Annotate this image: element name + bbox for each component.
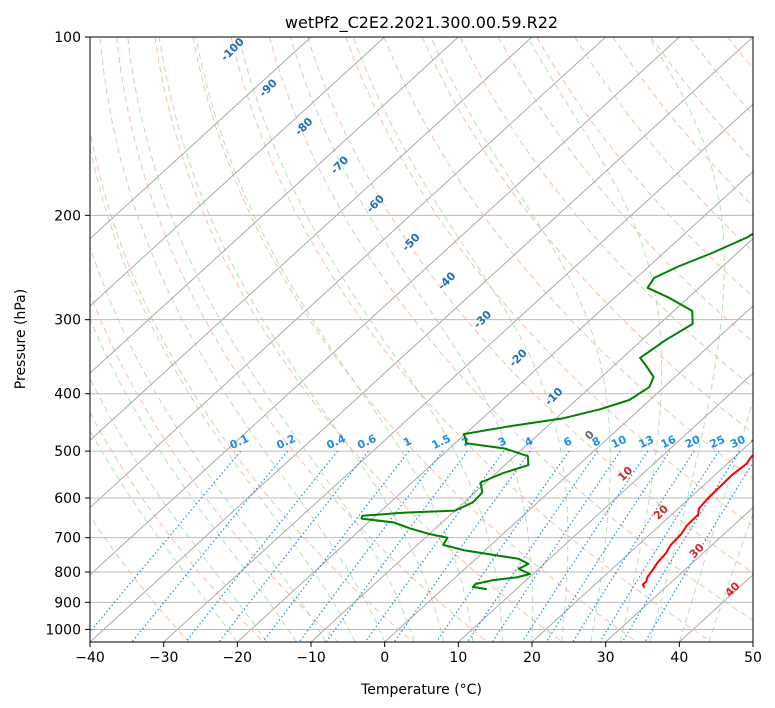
isotherm-line — [90, 37, 753, 642]
isotherm-line — [90, 37, 533, 442]
y-tick-label: 1000 — [45, 622, 81, 638]
mixing-ratio-label: 13 — [637, 433, 656, 451]
x-axis: −40 −30 −20 −10 0 10 20 30 40 50 — [75, 642, 762, 666]
mixing-ratio-line — [393, 450, 531, 642]
y-tick-label: 200 — [54, 208, 81, 224]
x-tick-label: 30 — [597, 650, 615, 666]
moist-adiabat-line — [289, 37, 534, 642]
moist-adiabat-line — [430, 37, 611, 642]
x-tick-label: 10 — [449, 650, 467, 666]
mixing-ratio-line — [599, 450, 720, 642]
moist-adiabat-line — [158, 37, 445, 642]
dry-adiabat-line — [116, 37, 488, 642]
mixing-ratio-line — [521, 450, 649, 642]
mixing-ratio-line — [621, 450, 740, 642]
isotherm-line — [90, 37, 312, 240]
mixing-ratio-label: 16 — [659, 433, 679, 451]
mixing-ratio-line — [466, 450, 599, 642]
y-tick-label: 300 — [54, 313, 81, 329]
mixing-ratio-line — [185, 450, 339, 642]
mixing-ratio-line — [131, 450, 289, 642]
dry-adiabat-line — [154, 37, 563, 642]
y-tick-label: 100 — [54, 30, 81, 46]
y-tick-label: 800 — [54, 565, 81, 581]
moist-adiabat-line — [127, 37, 415, 642]
moist-adiabat-line — [90, 144, 356, 642]
y-tick-label: 500 — [54, 444, 81, 460]
moist-adiabat-line — [90, 317, 297, 642]
dry-adiabat-line — [90, 411, 264, 642]
mixing-ratio-line — [218, 450, 369, 642]
isotherm-line — [163, 103, 753, 642]
y-tick-label: 400 — [54, 387, 81, 403]
moist-adiabat-line — [238, 37, 503, 642]
mixing-ratio-line — [435, 450, 570, 642]
moist-adiabat-line — [678, 398, 753, 642]
y-tick-label: 700 — [54, 531, 81, 547]
isotherm-line — [531, 439, 753, 642]
y-tick-label: 600 — [54, 491, 81, 507]
dry-adiabat-line — [459, 37, 753, 389]
data-series — [360, 232, 753, 591]
moist-adiabat-line — [195, 37, 474, 642]
isotherm-line — [90, 37, 607, 509]
moist-adiabat-line — [648, 37, 725, 642]
mixing-ratio-label: 25 — [708, 433, 727, 451]
chart-title: wetPf2_C2E2.2021.300.00.59.R22 — [285, 13, 558, 33]
isotherm-line — [457, 372, 753, 642]
x-tick-label: 50 — [744, 650, 762, 666]
dewpoint-line — [360, 232, 753, 591]
mixing-ratio-label: 20 — [683, 433, 703, 451]
isotherm-line — [236, 170, 753, 642]
moist-adiabat-line — [99, 37, 386, 642]
mixing-ratio-label: 36 — [749, 433, 769, 451]
dry-adiabat-line — [90, 292, 339, 642]
x-axis-label: Temperature (°C) — [360, 682, 482, 698]
y-tick-label: 900 — [54, 595, 81, 611]
x-tick-label: −30 — [149, 650, 179, 666]
temperature-line — [641, 454, 753, 589]
moist-adiabat-line — [352, 37, 569, 642]
mixing-ratio-label: 10 — [609, 433, 629, 451]
isotherm-line — [310, 237, 753, 642]
x-tick-label: −20 — [223, 650, 253, 666]
mixing-ratio-line — [491, 450, 621, 642]
moist-adiabat-line — [90, 244, 327, 642]
y-axis: 100 200 300 400 500 600 700 800 900 1000 — [45, 30, 90, 638]
x-tick-label: −40 — [75, 650, 105, 666]
mixing-ratio-line — [325, 450, 468, 642]
y-axis-label: Pressure (hPa) — [13, 289, 29, 389]
moist-adiabat-line — [708, 512, 753, 642]
x-tick-label: 40 — [670, 650, 688, 666]
moist-adiabat-line — [90, 377, 268, 642]
x-tick-label: 20 — [523, 650, 541, 666]
isotherm-line — [605, 506, 753, 642]
plot-frame — [89, 36, 754, 643]
dry-adiabat-line — [268, 37, 753, 622]
mixing-ratio-line — [298, 450, 444, 642]
dry-adiabat-line — [421, 37, 753, 434]
mixing-ratio-line — [644, 461, 753, 642]
isotherm-line — [90, 37, 680, 576]
moist-adiabat-line — [90, 429, 238, 642]
isotherm-line — [90, 37, 386, 307]
x-tick-label: 0 — [380, 650, 389, 666]
mixing-ratio-line — [90, 450, 242, 633]
isotherm-line — [384, 305, 753, 642]
dry-adiabat-line — [192, 37, 638, 642]
x-tick-label: −10 — [296, 650, 326, 666]
isotherm-line — [90, 37, 459, 374]
mixing-ratio-label: 30 — [728, 433, 748, 451]
